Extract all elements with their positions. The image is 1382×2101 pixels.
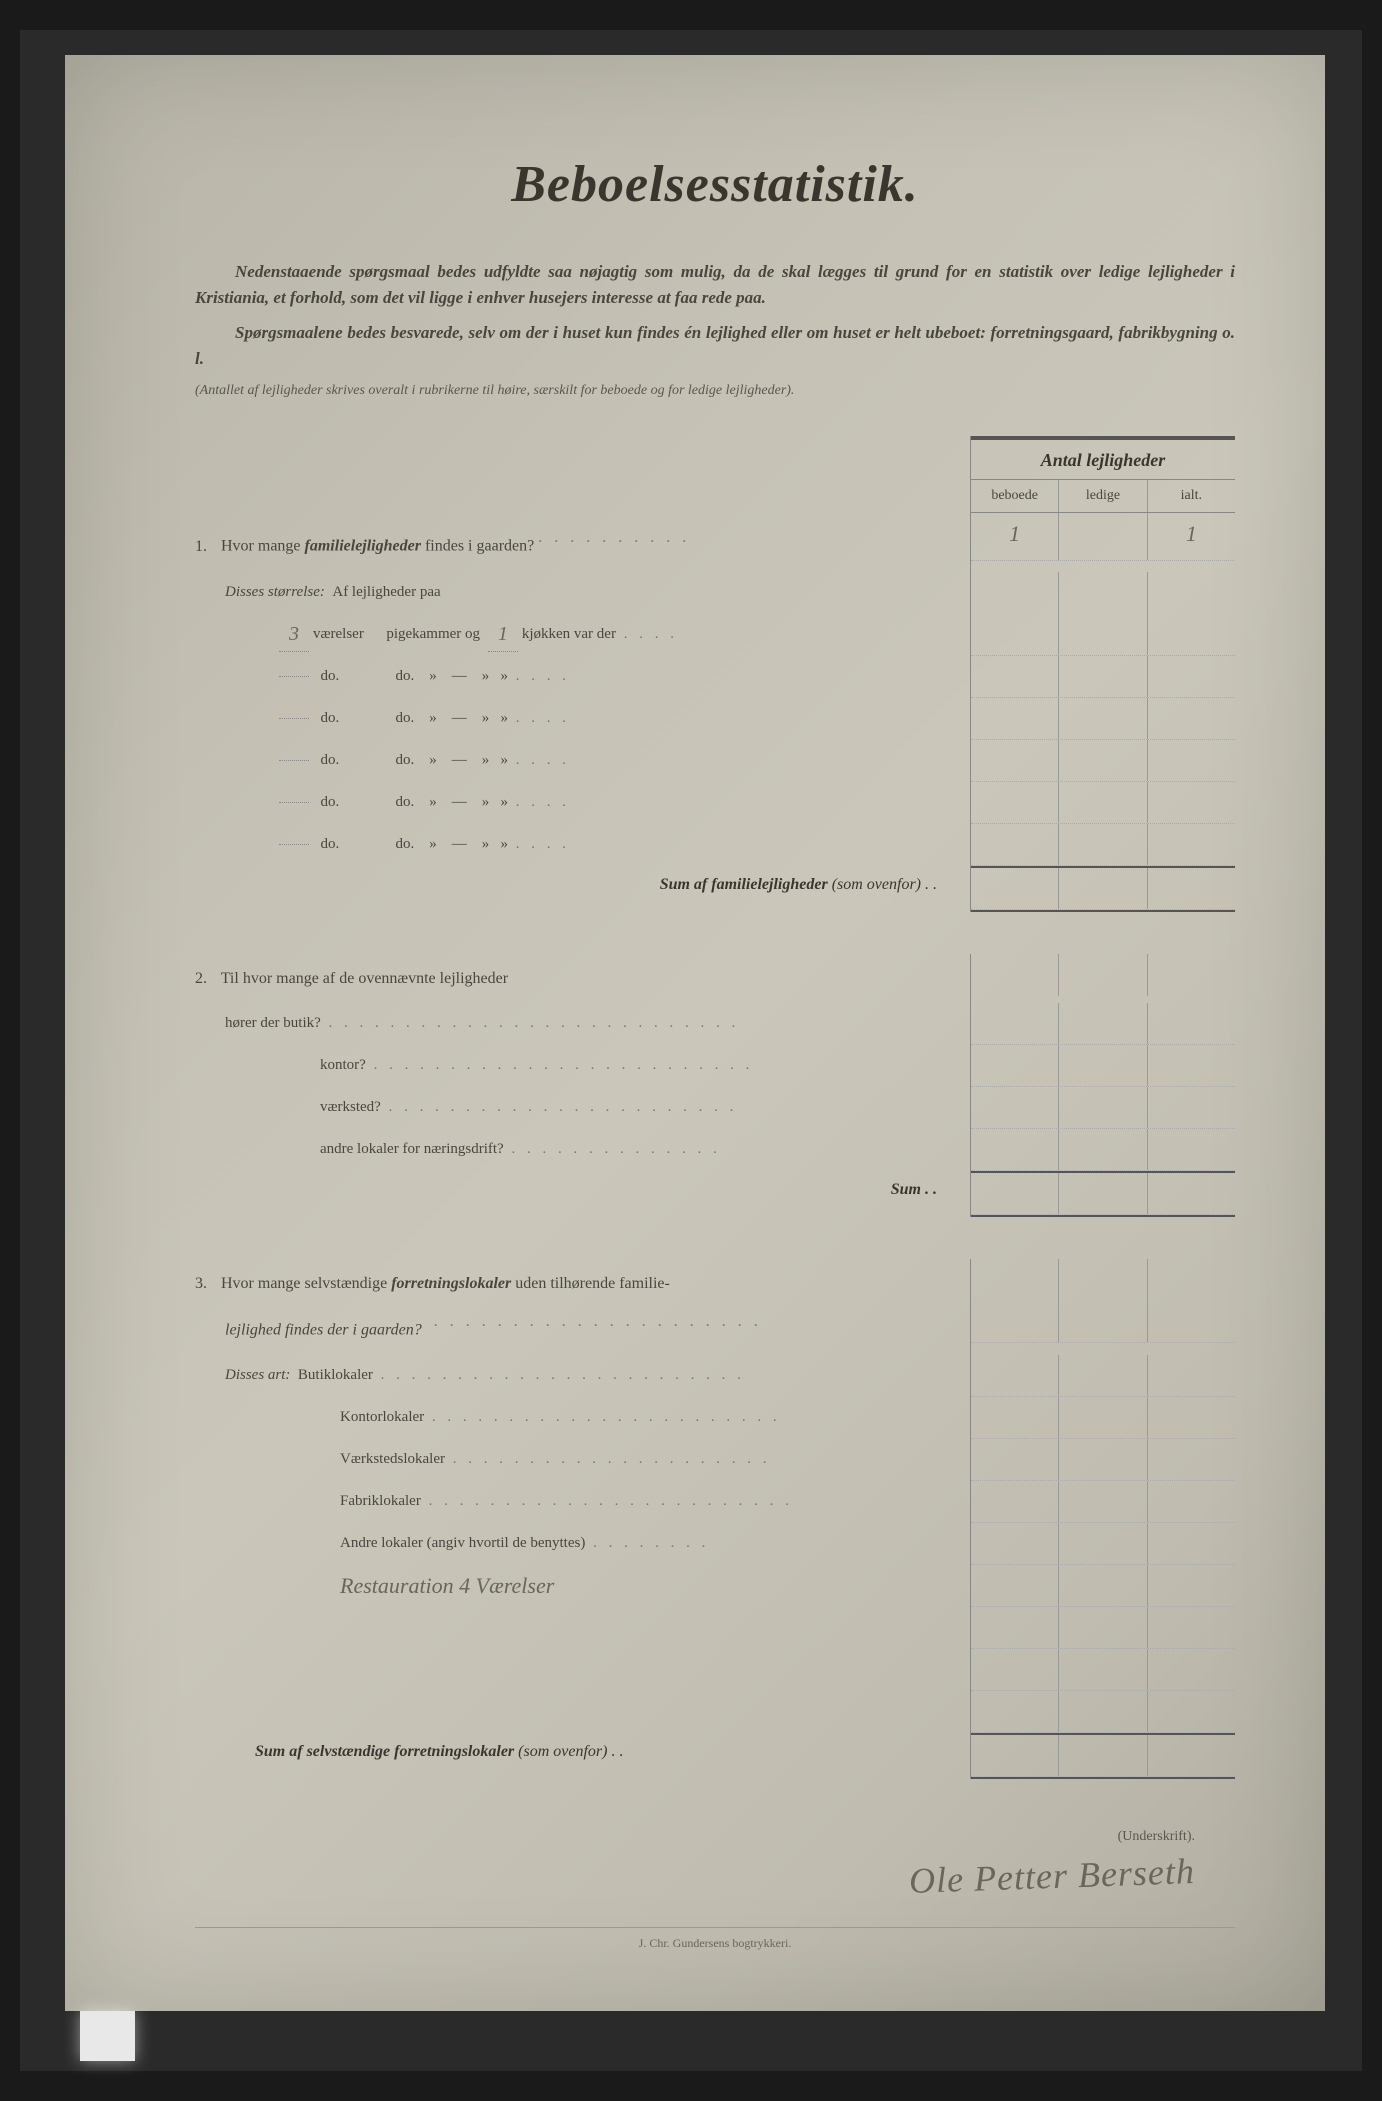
q1-beboede-value: 1 [971,513,1059,560]
q2-butik: hører der butik? . . . . . . . . . . . .… [225,1003,952,1045]
document-page: Beboelsesstatistik. Nedenstaaende spørgs… [65,55,1325,2011]
question-3: 3. Hvor mange selvstændige forretningslo… [195,1271,952,1297]
q1-sum: Sum af familielejligheder (som ovenfor) … [195,866,952,904]
col-beboede: beboede [971,480,1059,512]
q2-kontor: kontor? . . . . . . . . . . . . . . . . … [320,1045,952,1087]
page-title: Beboelsesstatistik. [195,155,1235,214]
question-1: 1. Hvor mange familielejligheder findes … [195,525,952,559]
q3-fabrik: Fabriklokaler . . . . . . . . . . . . . … [340,1481,952,1523]
question-2: 2. Til hvor mange af de ovennævnte lejli… [195,966,952,992]
col-ledige: ledige [1059,480,1147,512]
q2-andre: andre lokaler for næringsdrift? . . . . … [320,1129,952,1171]
q3-handwritten: Restauration 4 Værelser [340,1565,952,1607]
q1-do-row: do. do. » — » » . . . . [275,782,952,824]
q1-disses: Disses størrelse: Af lejligheder paa [225,572,952,614]
q1-ialt-value: 1 [1148,513,1235,560]
q3-disses: Disses art: Butiklokaler . . . . . . . .… [225,1355,952,1397]
q3-sum: Sum af selvstændige forretningslokaler (… [195,1733,952,1771]
table-column-group: Antal lejligheder beboede ledige ialt. [970,436,1235,513]
signature-block: (Underskrift). Ole Petter Berseth [195,1829,1235,1897]
q2-vaerksted: værksted? . . . . . . . . . . . . . . . … [320,1087,952,1129]
q3-vaerksted: Værkstedslokaler . . . . . . . . . . . .… [340,1439,952,1481]
microfilm-marker [80,2011,135,2061]
scan-frame: Beboelsesstatistik. Nedenstaaende spørgs… [20,30,1362,2071]
col-ialt: ialt. [1148,480,1235,512]
q1-do-row: do. do. » — » » . . . . [275,698,952,740]
table-main-header: Antal lejligheder [971,438,1235,480]
q2-sum: Sum . . [195,1171,952,1209]
q1-do-row: do. do. » — » » . . . . [275,740,952,782]
printer-credit: J. Chr. Gundersens bogtrykkeri. [195,1927,1235,1951]
q1-do-row: do. do. » — » » . . . . [275,656,952,698]
q3-andre: Andre lokaler (angiv hvortil de benyttes… [340,1523,952,1565]
intro-paragraph-1: Nedenstaaende spørgsmaal bedes udfyldte … [195,259,1235,312]
signature-label: (Underskrift). [195,1829,1195,1845]
q1-row-1: 3 værelser pigekammer og 1 kjøkken var d… [275,614,952,656]
intro-paragraph-3: (Antallet af lejligheder skrives overalt… [195,380,1235,401]
intro-paragraph-2: Spørgsmaalene bedes besvarede, selv om d… [195,320,1235,373]
q1-do-row: do. do. » — » » . . . . [275,824,952,866]
signature-handwriting: Ole Petter Berseth [908,1850,1195,1902]
q3-kontor: Kontorlokaler . . . . . . . . . . . . . … [340,1397,952,1439]
